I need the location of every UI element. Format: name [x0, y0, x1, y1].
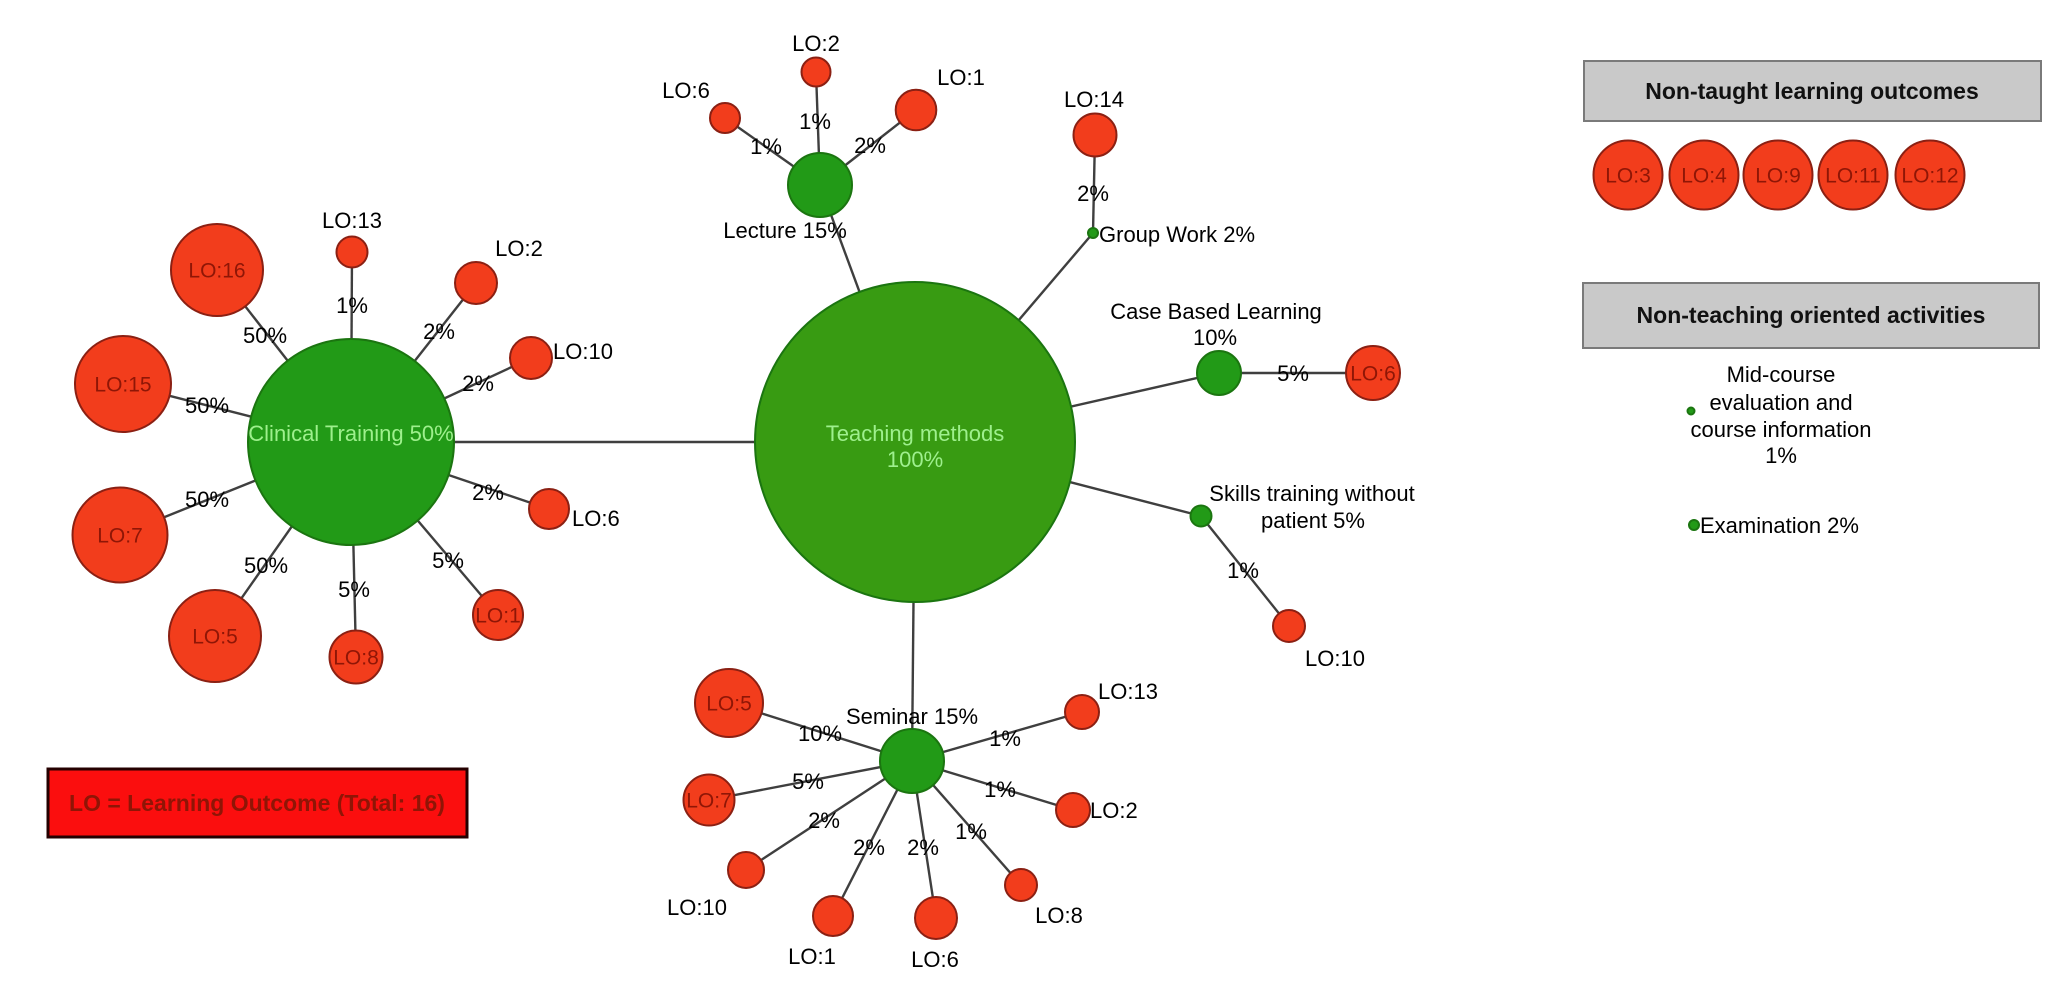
svg-text:LO:10: LO:10 [667, 895, 727, 920]
svg-text:5%: 5% [792, 769, 824, 794]
svg-text:LO:6: LO:6 [911, 947, 959, 972]
svg-text:LO:10: LO:10 [553, 339, 613, 364]
svg-text:LO:6: LO:6 [1350, 363, 1396, 386]
svg-text:LO:2: LO:2 [1090, 798, 1138, 823]
svg-text:2%: 2% [1077, 181, 1109, 206]
svg-text:Non-teaching oriented activiti: Non-teaching oriented activities [1637, 302, 1986, 328]
svg-text:LO:2: LO:2 [792, 31, 840, 56]
svg-text:Mid-course: Mid-course [1727, 362, 1836, 387]
svg-text:LO:11: LO:11 [1825, 165, 1881, 188]
svg-text:2%: 2% [907, 835, 939, 860]
svg-text:Group Work 2%: Group Work 2% [1099, 222, 1255, 247]
svg-text:LO:8: LO:8 [333, 647, 379, 670]
svg-text:LO:12: LO:12 [1901, 165, 1958, 188]
svg-text:5%: 5% [432, 548, 464, 573]
svg-text:LO:7: LO:7 [686, 790, 732, 813]
svg-text:LO:4: LO:4 [1681, 165, 1727, 188]
svg-text:LO:1: LO:1 [788, 944, 836, 969]
svg-text:LO:16: LO:16 [188, 260, 245, 283]
svg-text:2%: 2% [472, 480, 504, 505]
svg-text:LO:8: LO:8 [1035, 903, 1083, 928]
svg-text:50%: 50% [185, 487, 229, 512]
svg-text:50%: 50% [185, 393, 229, 418]
svg-text:LO:2: LO:2 [495, 236, 543, 261]
svg-text:LO:1: LO:1 [937, 65, 985, 90]
svg-text:Case Based Learning: Case Based Learning [1110, 299, 1322, 324]
svg-text:1%: 1% [336, 293, 368, 318]
svg-text:LO:1: LO:1 [475, 605, 521, 628]
svg-text:LO:5: LO:5 [706, 693, 752, 716]
svg-text:1%: 1% [1765, 443, 1797, 468]
svg-text:50%: 50% [243, 323, 287, 348]
svg-text:1%: 1% [799, 109, 831, 134]
svg-text:2%: 2% [854, 133, 886, 158]
svg-text:course information: course information [1691, 417, 1872, 442]
svg-text:patient 5%: patient 5% [1261, 508, 1365, 533]
svg-text:LO = Learning Outcome (Total:: LO = Learning Outcome (Total: 16) [69, 790, 445, 816]
svg-text:evaluation and: evaluation and [1709, 390, 1852, 415]
svg-text:LO:6: LO:6 [572, 506, 620, 531]
svg-text:2%: 2% [853, 835, 885, 860]
svg-text:1%: 1% [955, 819, 987, 844]
svg-text:1%: 1% [750, 134, 782, 159]
svg-text:2%: 2% [808, 808, 840, 833]
svg-text:50%: 50% [244, 553, 288, 578]
svg-text:100%: 100% [887, 447, 943, 472]
svg-text:Clinical Training 50%: Clinical Training 50% [248, 421, 453, 446]
svg-text:LO:3: LO:3 [1605, 165, 1651, 188]
svg-text:LO:5: LO:5 [192, 626, 238, 649]
svg-text:1%: 1% [984, 777, 1016, 802]
svg-text:Non-taught learning outcomes: Non-taught learning outcomes [1645, 78, 1979, 104]
svg-text:10%: 10% [1193, 325, 1237, 350]
svg-text:LO:9: LO:9 [1755, 165, 1801, 188]
svg-text:Seminar 15%: Seminar 15% [846, 704, 978, 729]
svg-text:LO:13: LO:13 [1098, 679, 1158, 704]
svg-text:5%: 5% [1277, 361, 1309, 386]
svg-text:Examination 2%: Examination 2% [1700, 513, 1859, 538]
svg-text:Teaching methods: Teaching methods [826, 421, 1005, 446]
svg-text:5%: 5% [338, 577, 370, 602]
svg-text:2%: 2% [462, 371, 494, 396]
svg-text:1%: 1% [989, 726, 1021, 751]
svg-text:LO:10: LO:10 [1305, 646, 1365, 671]
svg-text:LO:7: LO:7 [97, 525, 143, 548]
svg-text:Skills training without: Skills training without [1209, 481, 1414, 506]
svg-text:2%: 2% [423, 319, 455, 344]
svg-text:10%: 10% [798, 721, 842, 746]
svg-text:LO:14: LO:14 [1064, 87, 1124, 112]
svg-text:LO:15: LO:15 [94, 374, 151, 397]
svg-text:1%: 1% [1227, 558, 1259, 583]
svg-text:LO:13: LO:13 [322, 208, 382, 233]
svg-text:Lecture 15%: Lecture 15% [723, 218, 847, 243]
svg-text:LO:6: LO:6 [662, 78, 710, 103]
